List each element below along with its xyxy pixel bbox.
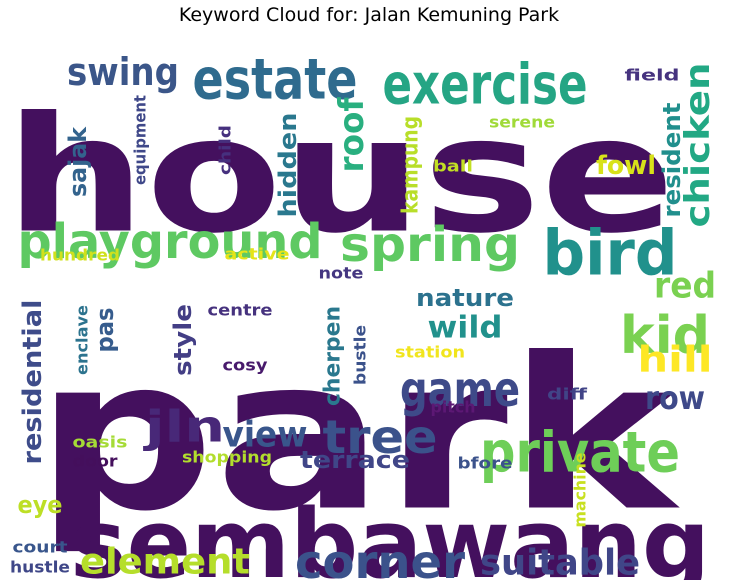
word-centre: centre [208,301,273,320]
word-resident: resident [658,103,686,218]
word-cherpen: cherpen [321,306,346,406]
word-station: station [395,343,465,362]
word-private: private [480,421,680,486]
word-house: house [10,82,675,269]
word-bustle: bustle [351,325,370,385]
word-wild: wild [428,311,503,346]
word-element: element [80,542,250,581]
word-note: note [319,264,364,283]
word-nature: nature [416,284,514,312]
word-court: court [13,538,68,557]
word-pas: pas [91,308,119,353]
chart-title: Keyword Cloud for: Jalan Kemuning Park [178,4,560,26]
word-pitch: pitch [431,398,476,417]
word-shopping: shopping [182,448,272,467]
word-suitable: suitable [480,543,640,581]
word-corner: corner [295,535,465,580]
word-ball: ball [433,157,473,176]
word-jln: jln [142,402,225,453]
word-playground: playground [18,214,323,270]
word-view: view [223,415,308,456]
word-exercise: exercise [383,53,588,118]
word-field: field [625,66,680,85]
word-terrace: terrace [300,446,410,474]
word-bird: bird [543,217,678,290]
word-child: child [216,125,235,175]
word-style: style [169,304,197,376]
word-game: game [400,362,520,418]
word-hill: hill [638,340,713,381]
word-kid: kid [620,306,710,366]
word-roof: roof [332,96,372,172]
word-tree: tree [323,410,438,464]
word-fowl: fowl [596,151,656,181]
word-hundred: hundred [40,246,120,265]
word-sembawang: sembawang [70,490,710,580]
word-active: active [225,245,290,264]
word-machine: machine [571,452,590,527]
word-equipment: equipment [131,95,150,185]
word-row: row [645,379,705,417]
word-eye: eye [18,491,63,519]
word-hidden: hidden [274,113,302,218]
word-sajak: sajak [64,126,92,197]
word-swing: swing [67,50,179,94]
word-cosy: cosy [223,356,269,375]
word-door: door [73,452,118,471]
word-hustle: hustle [10,558,70,577]
word-serene: serene [489,113,555,132]
word-diff: diff [547,385,588,404]
word-bfore: bfore [458,454,513,473]
word-park: park [35,313,680,558]
word-red: red [654,266,716,307]
word-oasis: oasis [73,433,128,452]
word-spring: spring [340,217,520,273]
word-enclave: enclave [73,305,92,375]
word-chicken: chicken [678,63,718,228]
word-residential: residential [18,300,48,465]
word-estate: estate [193,48,358,113]
word-kampung: kampung [399,116,424,214]
